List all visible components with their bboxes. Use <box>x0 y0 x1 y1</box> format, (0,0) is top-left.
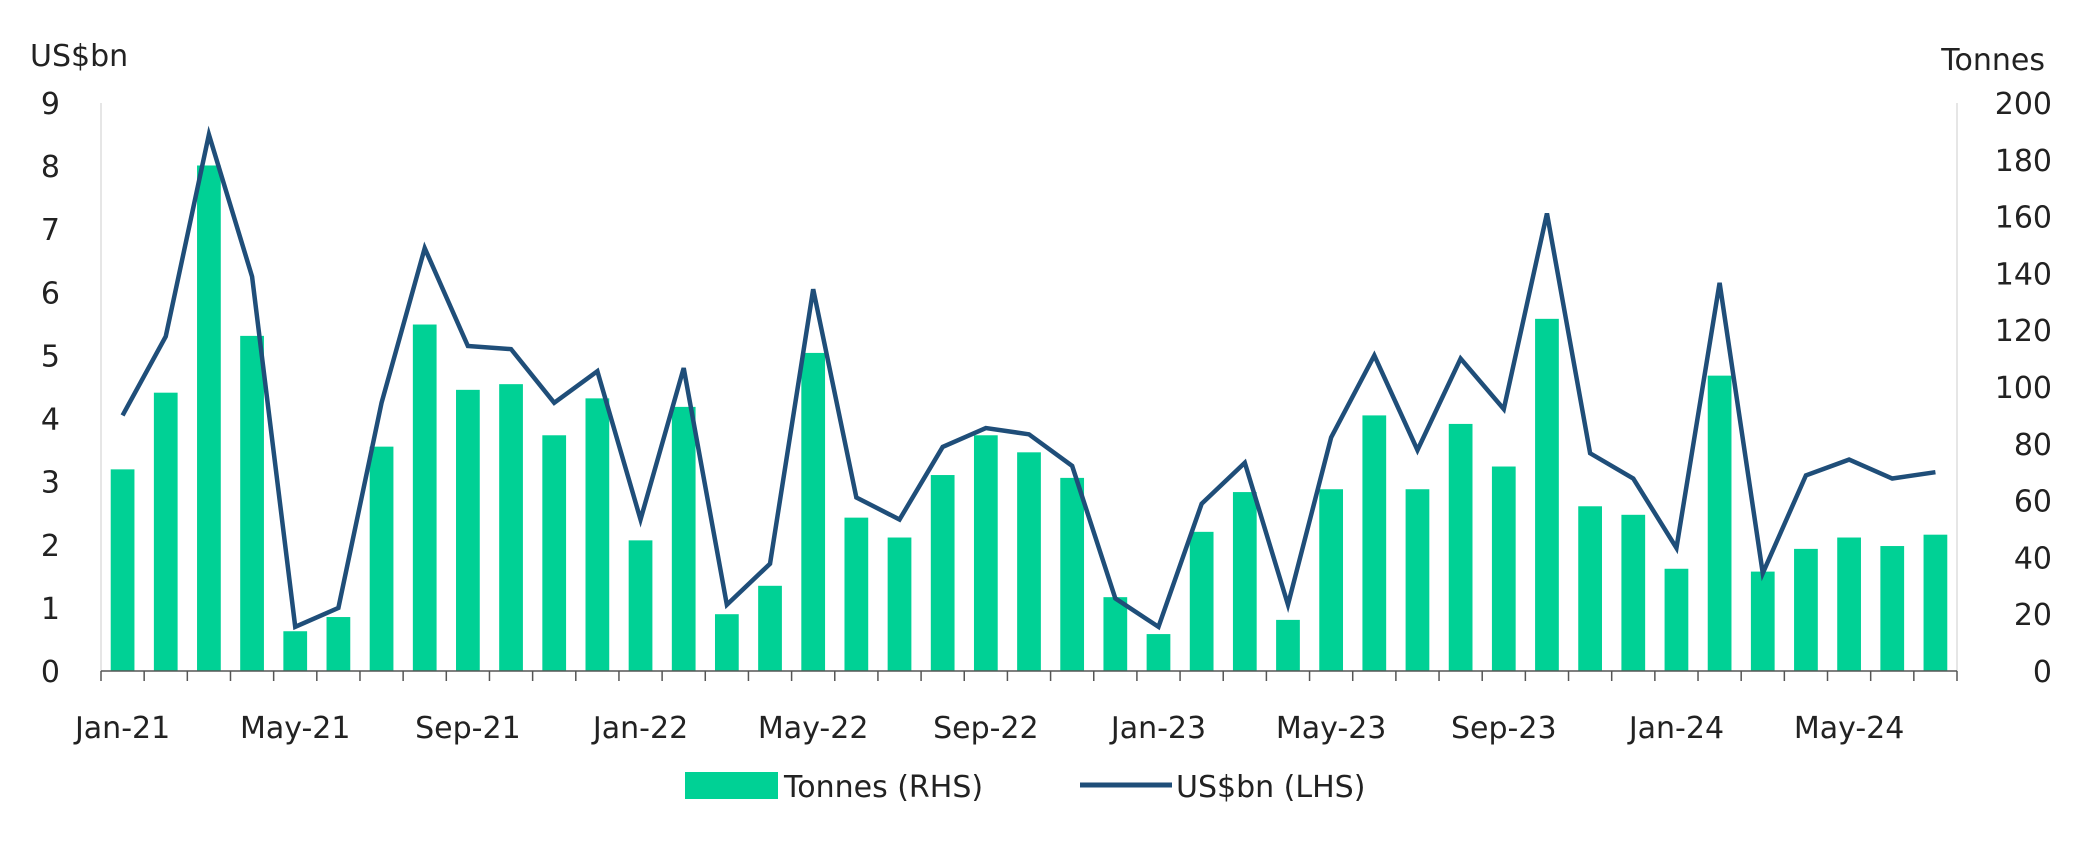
x-tick-label: Jan-22 <box>591 711 688 746</box>
legend-label-usd: US$bn (LHS) <box>1176 770 1365 805</box>
x-tick-label: Jan-21 <box>73 711 170 746</box>
left-tick-label: 8 <box>41 150 60 185</box>
left-tick-label: 4 <box>41 403 60 438</box>
right-tick-label: 180 <box>1995 144 2052 179</box>
bar-Aug-22 <box>931 475 955 671</box>
bar-May-23 <box>1319 489 1343 671</box>
right-tick-label: 120 <box>1995 314 2052 349</box>
bar-Apr-24 <box>1794 549 1818 671</box>
x-tick-label: Sep-21 <box>415 711 521 746</box>
x-tick-label: Sep-22 <box>933 711 1039 746</box>
bar-Jun-23 <box>1362 415 1386 671</box>
left-tick-label: 1 <box>41 592 60 627</box>
bar-Jul-24 <box>1924 535 1948 671</box>
left-tick-label: 5 <box>41 339 60 374</box>
right-tick-label: 60 <box>2014 485 2052 520</box>
bar-Oct-21 <box>499 384 523 671</box>
bar-Feb-22 <box>672 407 696 671</box>
legend-label-tonnes: Tonnes (RHS) <box>783 770 983 805</box>
bar-Dec-21 <box>586 398 610 671</box>
bar-May-24 <box>1837 538 1861 671</box>
right-tick-label: 20 <box>2014 598 2052 633</box>
left-tick-label: 0 <box>41 655 60 690</box>
right-tick-label: 100 <box>1995 371 2052 406</box>
bar-Mar-21 <box>197 165 221 671</box>
bar-Aug-21 <box>413 325 437 671</box>
bar-May-21 <box>283 631 307 671</box>
left-tick-label: 2 <box>41 529 60 564</box>
bar-Jan-21 <box>111 469 135 671</box>
legend-swatch-tonnes <box>685 772 778 799</box>
left-tick-label: 7 <box>41 213 60 248</box>
bars-series <box>111 165 1948 671</box>
bar-Nov-21 <box>542 435 566 671</box>
bar-Oct-22 <box>1017 452 1041 671</box>
right-tick-label: 0 <box>2033 655 2052 690</box>
x-tick-label: May-22 <box>758 711 869 746</box>
bar-Mar-24 <box>1751 572 1775 671</box>
bar-Feb-21 <box>154 393 178 671</box>
right-tick-label: 40 <box>2014 541 2052 576</box>
x-tick-label: Sep-23 <box>1451 711 1557 746</box>
bar-Mar-22 <box>715 614 739 671</box>
x-tick-label: Jan-23 <box>1109 711 1206 746</box>
bar-Feb-23 <box>1190 532 1214 671</box>
bar-Jun-21 <box>327 617 351 671</box>
left-tick-label: 9 <box>41 87 60 122</box>
bar-Nov-23 <box>1578 506 1602 671</box>
bar-Feb-24 <box>1708 376 1732 671</box>
bar-Jan-24 <box>1665 569 1689 671</box>
bar-Jan-22 <box>629 540 653 671</box>
bar-Jun-24 <box>1880 546 1904 671</box>
bar-Sep-22 <box>974 435 998 671</box>
bar-Jul-21 <box>370 447 394 671</box>
right-tick-label: 80 <box>2014 428 2052 463</box>
x-tick-label: May-23 <box>1276 711 1387 746</box>
bar-Apr-22 <box>758 586 782 671</box>
x-tick-label: Jan-24 <box>1627 711 1724 746</box>
bar-Dec-22 <box>1103 597 1127 671</box>
bar-Apr-23 <box>1276 620 1300 671</box>
x-tick-label: May-24 <box>1794 711 1905 746</box>
right-axis-label: Tonnes <box>1940 43 2045 78</box>
x-tick-label: May-21 <box>240 711 351 746</box>
bar-Apr-21 <box>240 336 264 671</box>
bar-Jul-22 <box>888 538 912 671</box>
left-tick-label: 6 <box>41 276 60 311</box>
left-axis-label: US$bn <box>30 39 128 74</box>
bar-Dec-23 <box>1621 515 1645 671</box>
bar-May-22 <box>801 353 825 671</box>
bar-Sep-23 <box>1492 467 1516 671</box>
bar-Jun-22 <box>844 518 868 671</box>
left-tick-label: 3 <box>41 466 60 501</box>
legend: Tonnes (RHS) US$bn (LHS) <box>685 770 1365 805</box>
right-tick-label: 200 <box>1995 87 2052 122</box>
bar-Oct-23 <box>1535 319 1559 671</box>
bar-Mar-23 <box>1233 492 1257 671</box>
right-tick-label: 140 <box>1995 257 2052 292</box>
bar-Aug-23 <box>1449 424 1473 671</box>
bar-Sep-21 <box>456 390 480 671</box>
bar-Jan-23 <box>1147 634 1171 671</box>
bar-Nov-22 <box>1060 478 1084 671</box>
bar-Jul-23 <box>1406 489 1430 671</box>
right-tick-label: 160 <box>1995 201 2052 236</box>
